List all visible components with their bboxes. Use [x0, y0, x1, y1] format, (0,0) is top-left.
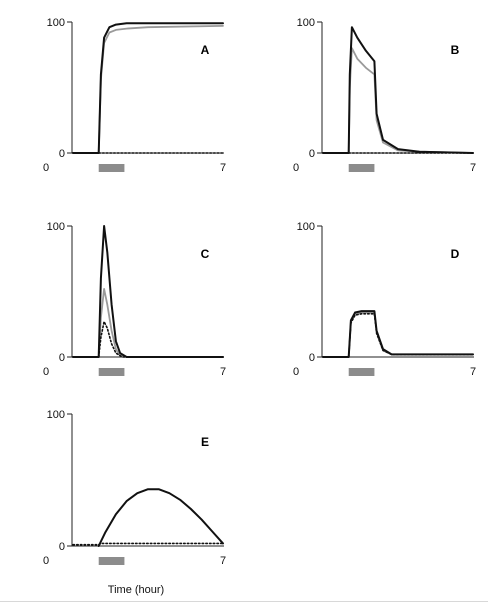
panel-b-ytick-label: 100: [297, 17, 315, 29]
panel-a-axes: [71, 22, 224, 154]
panel-b-axes: [321, 22, 474, 154]
panel-c-ytick-label: 100: [47, 221, 65, 233]
panel-e-series-solid-black: [97, 488, 224, 547]
panel-b-xtick-label: 7: [470, 162, 476, 174]
panel-d-xtick-label: 0: [293, 366, 299, 378]
panel-e-xtick-label: 7: [220, 555, 226, 567]
panel-c-series-solid-gray: [72, 288, 224, 358]
panel-e-letter: E: [201, 435, 209, 449]
panel-b-ytick-label: 0: [309, 148, 315, 160]
panel-d-series-solid-gray: [322, 311, 474, 358]
panel-d-ytick-label: 100: [297, 221, 315, 233]
panel-c-stimulus-bar: [98, 368, 125, 376]
panel-a-ytick-label: 0: [59, 148, 65, 160]
panel-d-letter: D: [451, 247, 460, 261]
x-axis-title: Time (hour): [108, 584, 164, 596]
panel-c-series-solid-black: [72, 225, 224, 358]
panel-c-xtick-label: 0: [43, 366, 49, 378]
panel-c-letter: C: [201, 247, 210, 261]
panel-a-ytick-label: 100: [47, 17, 65, 29]
panel-c-series-dotted-black: [72, 320, 224, 358]
panel-b-letter: B: [451, 43, 460, 57]
panel-d-xtick-label: 7: [470, 366, 476, 378]
panel-c: 100 00 7 C: [43, 221, 226, 378]
panel-d-stimulus-bar: [348, 368, 375, 376]
panel-d-axes: [321, 226, 474, 358]
panel-d-series-dotted-black: [322, 313, 474, 358]
panel-a: 100 00 7 A: [43, 17, 226, 174]
panel-a-xtick-label: 0: [43, 162, 49, 174]
panel-e-ytick-label: 0: [59, 541, 65, 553]
panel-b-xtick-label: 0: [293, 162, 299, 174]
panel-a-stimulus-bar: [98, 164, 125, 172]
panel-a-xtick-label: 7: [220, 162, 226, 174]
panel-c-axes: [71, 226, 224, 358]
panel-e-ytick-label: 100: [47, 409, 65, 421]
panel-b-series-solid-black: [322, 26, 474, 154]
panel-a-letter: A: [201, 43, 210, 57]
panel-c-xtick-label: 7: [220, 366, 226, 378]
panel-b: 100 00 7 B: [293, 17, 476, 174]
panel-b-series-solid-gray: [322, 47, 474, 154]
panel-a-series-solid-black: [72, 22, 224, 154]
panel-e-xtick-label: 0: [43, 555, 49, 567]
panel-b-stimulus-bar: [348, 164, 375, 172]
panel-e: 100 00 7 E: [43, 409, 226, 567]
panel-e-axes: [71, 414, 224, 547]
panel-c-ytick-label: 0: [59, 352, 65, 364]
panel-d-series-solid-black: [322, 310, 474, 358]
panel-d-ytick-label: 0: [309, 352, 315, 364]
panel-e-series-dotted-black: [72, 542, 224, 546]
panel-d: 100 00 7 D: [293, 221, 476, 378]
bottom-divider: [0, 601, 488, 602]
panel-e-stimulus-bar: [98, 557, 125, 565]
